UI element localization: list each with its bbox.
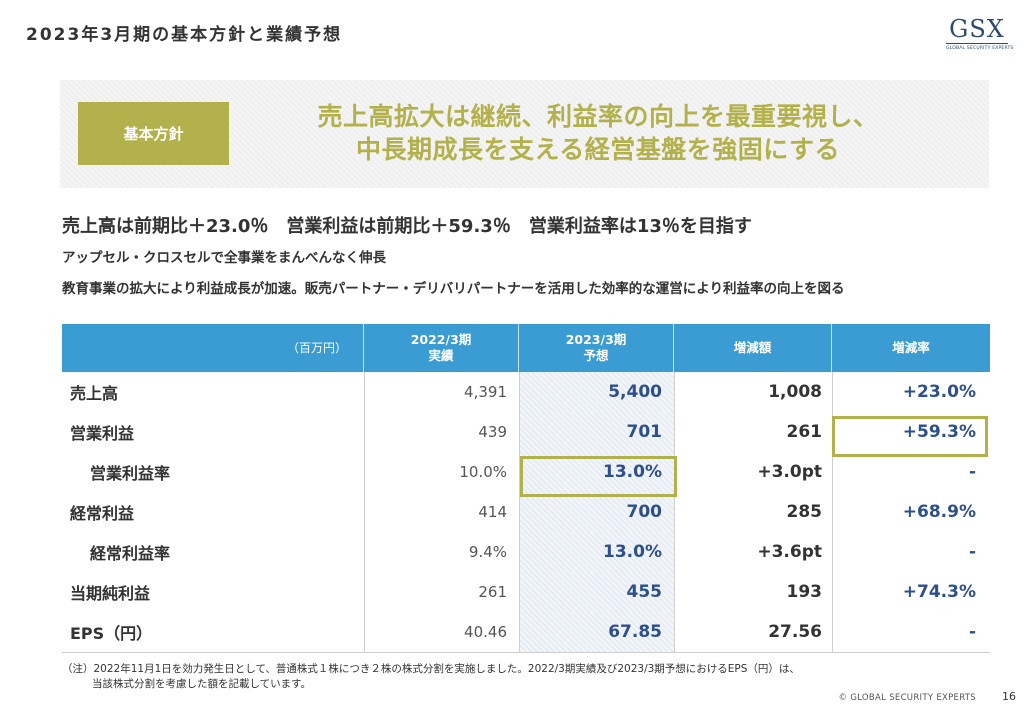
logo-sub-text: GLOBAL SECURITY EXPERTS	[946, 46, 1014, 51]
row-label: EPS（円）	[70, 624, 153, 643]
header-actual-line1: 2022/3期	[410, 332, 472, 347]
header-forecast-line1: 2023/3期	[565, 332, 627, 347]
forecast-value: 455	[519, 572, 674, 612]
logo-rule	[946, 43, 1008, 44]
table-row: 営業利益 439 701 261 +59.3%	[62, 412, 990, 452]
rate-value: -	[832, 452, 990, 492]
header-change-label: 増減額	[733, 340, 772, 355]
table-row: 売上高 4,391 5,400 1,008 +23.0%	[62, 372, 990, 412]
actual-value: 414	[364, 492, 519, 532]
table-row: 営業利益率 10.0% 13.0% +3.0pt -	[62, 452, 990, 492]
summary-headline: 売上高は前期比＋23.0％ 営業利益は前期比＋59.3％ 営業利益率は13％を目…	[62, 216, 752, 237]
rate-value: +68.9%	[832, 492, 990, 532]
change-value: 27.56	[674, 612, 832, 652]
change-value: 193	[674, 572, 832, 612]
actual-value: 9.4%	[364, 532, 519, 572]
row-label: 営業利益率	[90, 464, 171, 483]
header-actual: 2022/3期 実績	[364, 324, 519, 372]
forecast-table: （百万円） 2022/3期 実績 2023/3期 予想 増減額 増減率 売上高 …	[62, 324, 990, 653]
table-row: 当期純利益 261 455 193 +74.3%	[62, 572, 990, 612]
footnote-line-2: 当該株式分割を考慮した額を記載しています。	[92, 678, 312, 690]
unit-label: （百万円）	[62, 324, 364, 372]
change-value: 285	[674, 492, 832, 532]
forecast-value: 5,400	[519, 372, 674, 412]
rate-value: -	[832, 612, 990, 652]
copyright: © GLOBAL SECURITY EXPERTS	[838, 693, 976, 703]
summary-line-1: アップセル・クロスセルで全事業をまんべんなく伸長	[62, 250, 386, 266]
forecast-value: 67.85	[519, 612, 674, 652]
rate-value: +74.3%	[832, 572, 990, 612]
summary-line-2: 教育事業の拡大により利益成長が加速。販売パートナー・デリバリパートナーを活用した…	[62, 281, 845, 297]
row-label: 営業利益	[70, 424, 135, 443]
actual-value: 261	[364, 572, 519, 612]
row-label: 当期純利益	[70, 584, 151, 603]
rate-value: +23.0%	[832, 372, 990, 412]
forecast-value: 700	[519, 492, 674, 532]
rate-value: +59.3%	[832, 412, 990, 452]
change-value: 1,008	[674, 372, 832, 412]
table-bottom-rule	[62, 652, 990, 653]
change-value: +3.0pt	[674, 452, 832, 492]
actual-value: 10.0%	[364, 452, 519, 492]
actual-value: 40.46	[364, 612, 519, 652]
forecast-value: 13.0%	[519, 452, 674, 492]
row-label: 売上高	[70, 384, 119, 403]
header-actual-line2: 実績	[428, 348, 454, 363]
table-header-row: （百万円） 2022/3期 実績 2023/3期 予想 増減額 増減率	[62, 324, 990, 372]
header-forecast-line2: 予想	[583, 348, 609, 363]
header-rate: 増減率	[832, 324, 990, 372]
header-forecast: 2023/3期 予想	[519, 324, 674, 372]
policy-label: 基本方針	[78, 102, 229, 165]
change-value: +3.6pt	[674, 532, 832, 572]
page-title: 2023年3月期の基本方針と業績予想	[26, 25, 343, 45]
footnote: （注）2022年11月1日を効力発生日として、普通株式１株につき２株の株式分割を…	[62, 662, 800, 692]
policy-line-2: 中長期成長を支える経営基盤を強固にする	[355, 135, 840, 164]
row-label: 経常利益	[70, 504, 135, 523]
actual-value: 439	[364, 412, 519, 452]
policy-band: 基本方針 売上高拡大は継続、利益率の向上を最重要視し、 中長期成長を支える経営基…	[60, 80, 989, 188]
gsx-logo: GSX GLOBAL SECURITY EXPERTS	[946, 15, 1014, 51]
page-number: 16	[1002, 690, 1016, 703]
policy-statement: 売上高拡大は継続、利益率の向上を最重要視し、 中長期成長を支える経営基盤を強固に…	[248, 100, 948, 166]
change-value: 261	[674, 412, 832, 452]
table-row: EPS（円） 40.46 67.85 27.56 -	[62, 612, 990, 652]
actual-value: 4,391	[364, 372, 519, 412]
row-label: 経常利益率	[90, 544, 171, 563]
forecast-value: 13.0%	[519, 532, 674, 572]
footnote-line-1: （注）2022年11月1日を効力発生日として、普通株式１株につき２株の株式分割を…	[62, 663, 800, 675]
header-change: 増減額	[674, 324, 832, 372]
policy-line-1: 売上高拡大は継続、利益率の向上を最重要視し、	[317, 102, 879, 131]
logo-main-text: GSX	[949, 15, 1005, 43]
table-row: 経常利益 414 700 285 +68.9%	[62, 492, 990, 532]
forecast-value: 701	[519, 412, 674, 452]
header-rate-label: 増減率	[892, 340, 930, 355]
table-row: 経常利益率 9.4% 13.0% +3.6pt -	[62, 532, 990, 572]
rate-value: -	[832, 532, 990, 572]
